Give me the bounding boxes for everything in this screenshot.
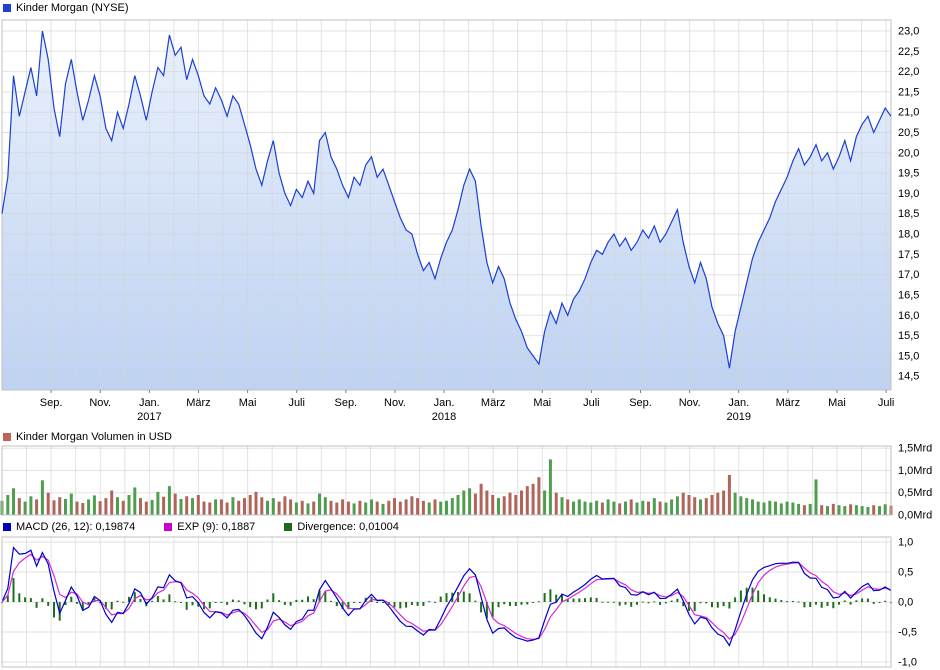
volume-chart: 1,5Mrd 1,0Mrd 0,5Mrd 0,0Mrd	[0, 444, 932, 520]
volume-series-marker-icon	[3, 433, 11, 441]
svg-text:16,0: 16,0	[898, 310, 919, 322]
divergence-legend-item: Divergence: 0,01004	[284, 521, 399, 533]
svg-text:Jan.: Jan.	[434, 397, 455, 409]
svg-text:17,0: 17,0	[898, 269, 919, 281]
svg-text:-0,5: -0,5	[898, 627, 917, 639]
price-line	[1, 30, 892, 369]
svg-text:21,5: 21,5	[898, 86, 919, 98]
svg-text:Nov.: Nov.	[679, 397, 701, 409]
volume-chart-title: Kinder Morgan Volumen in USD	[16, 431, 172, 443]
svg-text:Sep.: Sep.	[629, 397, 652, 409]
svg-text:März: März	[776, 397, 800, 409]
svg-text:23,0: 23,0	[898, 26, 919, 38]
svg-text:16,5: 16,5	[898, 290, 919, 302]
svg-text:18,0: 18,0	[898, 229, 919, 241]
macd-series-marker-icon	[3, 523, 11, 531]
svg-text:20,5: 20,5	[898, 127, 919, 139]
year-label: 2017	[137, 411, 161, 423]
price-y-axis-labels: 23,0 22,5 22,0 21,5 21,0 20,5 20,0 19,5 19,0 18,5…	[898, 26, 919, 383]
svg-text:22,5: 22,5	[898, 46, 919, 58]
macd-chart: 1,0 0,5 0,0 -0,5 -1,0	[1, 536, 917, 669]
svg-text:18,5: 18,5	[898, 208, 919, 220]
svg-text:22,0: 22,0	[898, 66, 919, 78]
svg-text:19,5: 19,5	[898, 168, 919, 180]
volume-y-axis-labels: 1,5Mrd 1,0Mrd 0,5Mrd 0,0Mrd	[898, 444, 932, 520]
svg-text:15,5: 15,5	[898, 330, 919, 342]
svg-text:0,5Mrd: 0,5Mrd	[898, 487, 932, 499]
svg-text:0,5: 0,5	[898, 567, 913, 579]
price-chart: 23,0 22,5 22,0 21,5 21,0 20,5 20,0 19,5 19,0 18,5…	[1, 19, 919, 423]
svg-text:0,0Mrd: 0,0Mrd	[898, 510, 932, 521]
price-series-marker-icon	[3, 4, 11, 12]
svg-text:Mai: Mai	[239, 397, 257, 409]
price-area	[2, 31, 891, 390]
svg-text:20,0: 20,0	[898, 147, 919, 159]
svg-text:17,5: 17,5	[898, 249, 919, 261]
svg-text:Mai: Mai	[828, 397, 846, 409]
svg-text:-1,0: -1,0	[898, 657, 917, 669]
svg-text:Juli: Juli	[288, 397, 305, 409]
price-area-fill	[2, 31, 891, 390]
svg-text:19,0: 19,0	[898, 188, 919, 200]
price-x-axis-labels: Sep. Nov. Jan. März Mai Juli Sep. Nov. Jan. März M…	[40, 390, 895, 423]
volume-bars	[0, 459, 893, 515]
macd-line	[1, 546, 892, 647]
svg-text:Mai: Mai	[533, 397, 551, 409]
svg-text:März: März	[186, 397, 210, 409]
svg-text:1,5Mrd: 1,5Mrd	[898, 444, 932, 455]
svg-text:Nov.: Nov.	[384, 397, 406, 409]
svg-text:Juli: Juli	[583, 397, 600, 409]
svg-text:1,0Mrd: 1,0Mrd	[898, 465, 932, 477]
svg-text:Juli: Juli	[878, 397, 895, 409]
svg-text:Sep.: Sep.	[40, 397, 63, 409]
svg-text:15,0: 15,0	[898, 350, 919, 362]
svg-text:Nov.: Nov.	[89, 397, 111, 409]
price-chart-header: Kinder Morgan (NYSE)	[0, 0, 940, 16]
exp-series-marker-icon	[164, 523, 173, 531]
svg-text:0,0: 0,0	[898, 597, 913, 609]
price-grid	[1, 20, 891, 390]
macd-legend-item: MACD (26, 12): 0,19874	[3, 521, 135, 533]
price-line-group	[1, 30, 892, 369]
price-chart-title: Kinder Morgan (NYSE)	[16, 2, 129, 14]
macd-value-label: MACD (26, 12): 0,19874	[16, 521, 136, 533]
exp-legend-item: EXP (9): 0,1887	[164, 521, 255, 533]
macd-legend: MACD (26, 12): 0,19874 EXP (9): 0,1887 D…	[0, 520, 940, 534]
divergence-series-marker-icon	[284, 523, 293, 531]
svg-text:1,0: 1,0	[898, 537, 913, 549]
macd-y-axis-labels: 1,0 0,5 0,0 -0,5 -1,0	[898, 537, 917, 669]
year-label: 2019	[726, 411, 750, 423]
volume-chart-header: Kinder Morgan Volumen in USD	[0, 430, 940, 444]
year-label: 2018	[432, 411, 456, 423]
svg-text:Jan.: Jan.	[728, 397, 749, 409]
svg-text:21,0: 21,0	[898, 107, 919, 119]
svg-text:Sep.: Sep.	[334, 397, 357, 409]
svg-text:März: März	[481, 397, 505, 409]
divergence-value-label: Divergence: 0,01004	[297, 521, 399, 533]
exp-value-label: EXP (9): 0,1887	[177, 521, 256, 533]
svg-text:Jan.: Jan.	[139, 397, 160, 409]
svg-text:14,5: 14,5	[898, 371, 919, 383]
